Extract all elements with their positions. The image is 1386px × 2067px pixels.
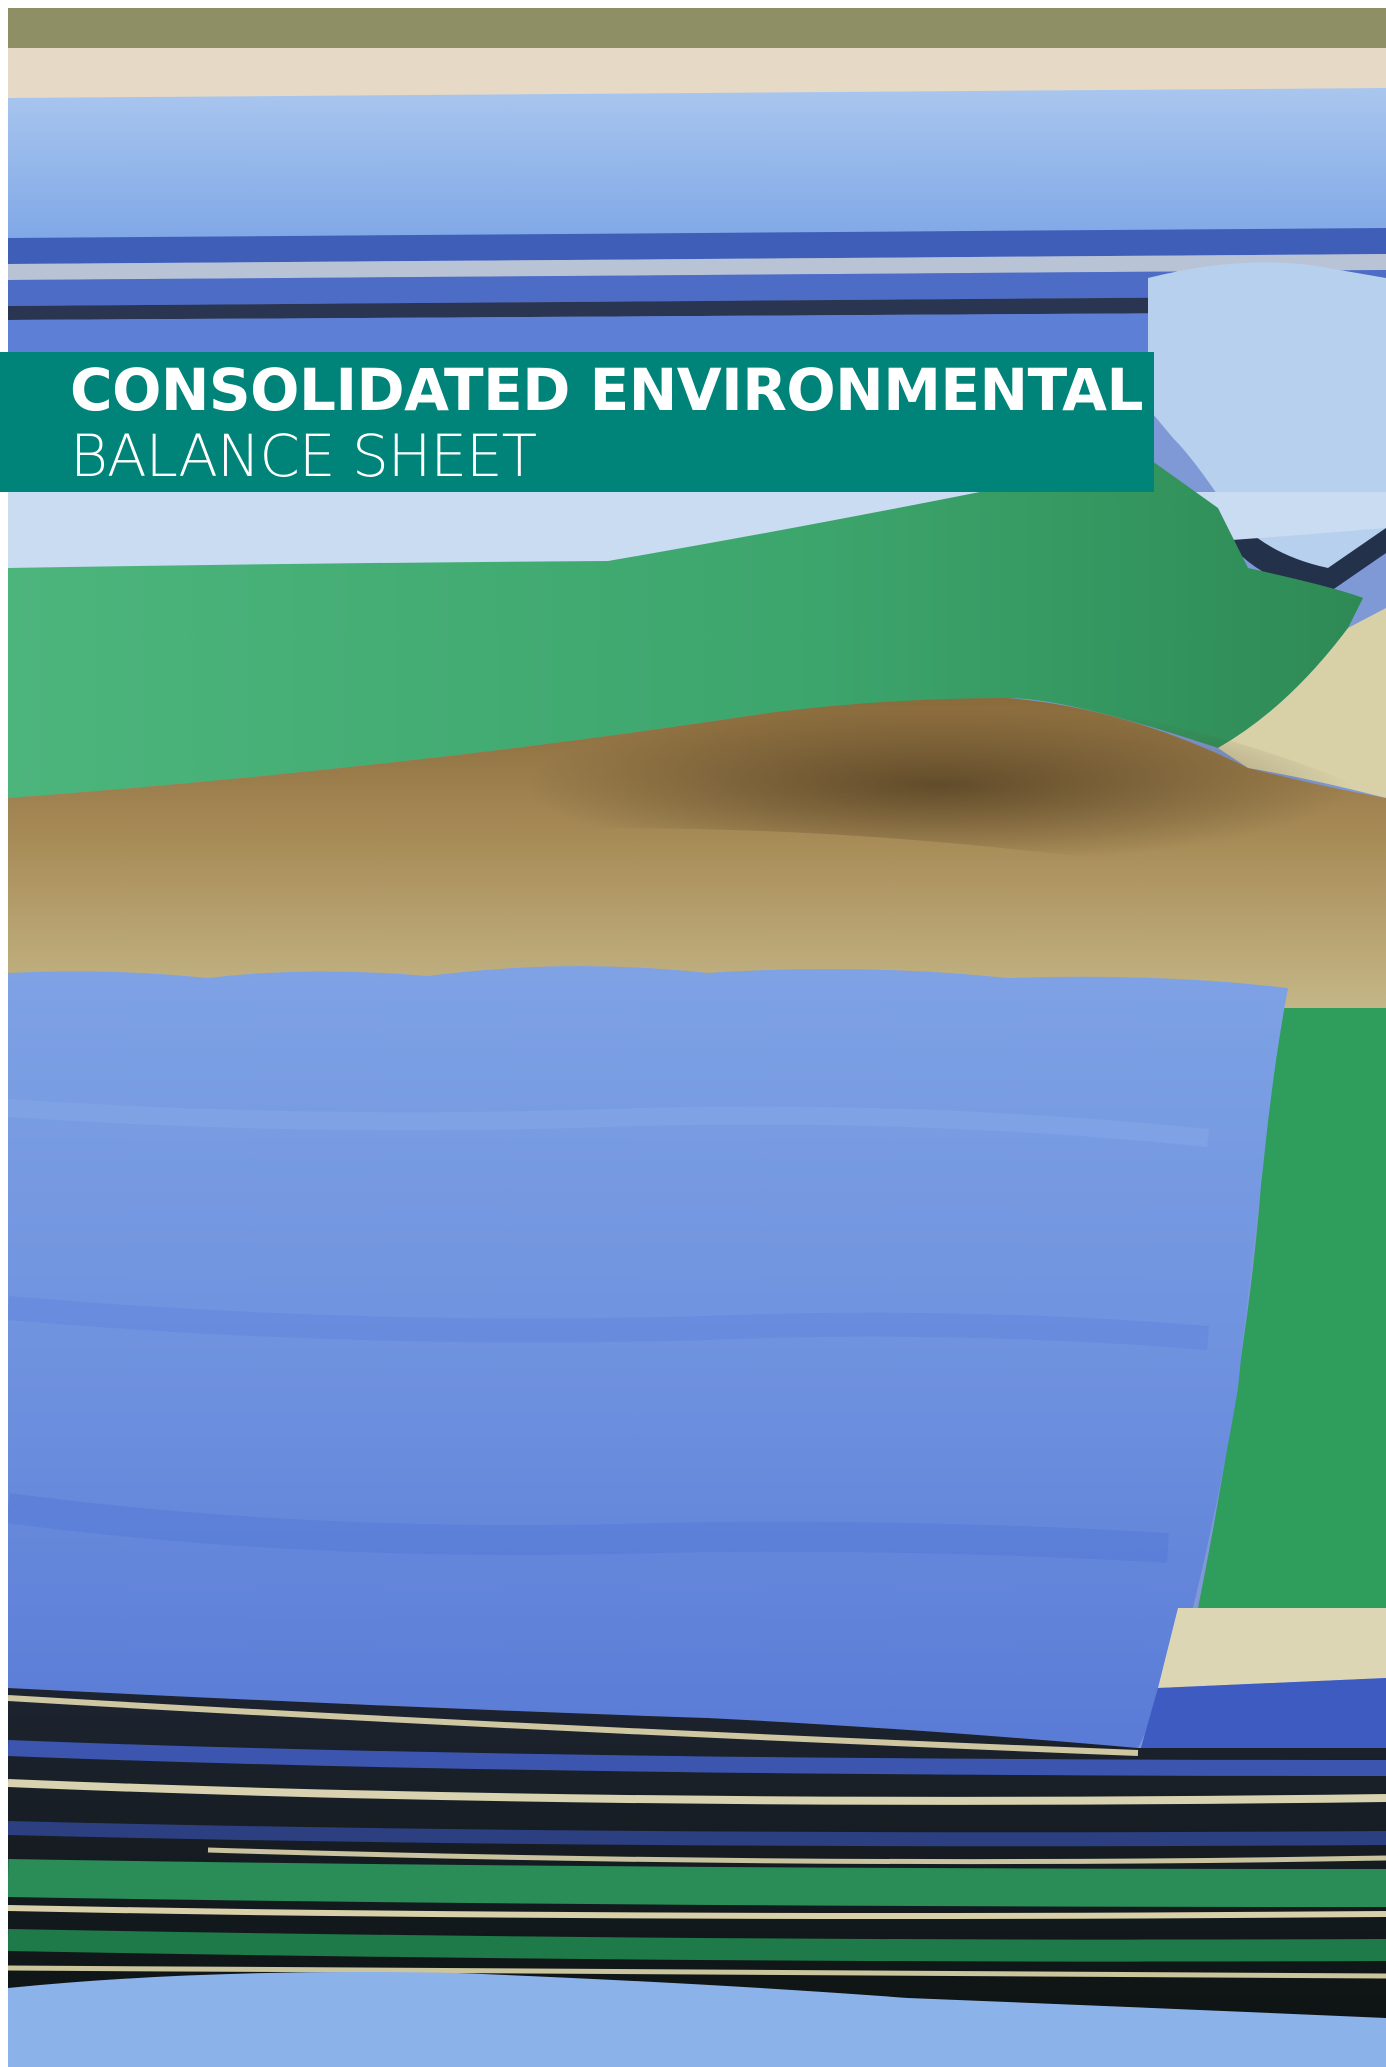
page-subtitle: BALANCE SHEET [70, 422, 537, 490]
page-title: CONSOLIDATED ENVIRONMENTAL [70, 356, 1144, 424]
title-banner: CONSOLIDATED ENVIRONMENTAL BALANCE SHEET [0, 352, 1154, 492]
felt-layers-photo [8, 8, 1386, 2067]
